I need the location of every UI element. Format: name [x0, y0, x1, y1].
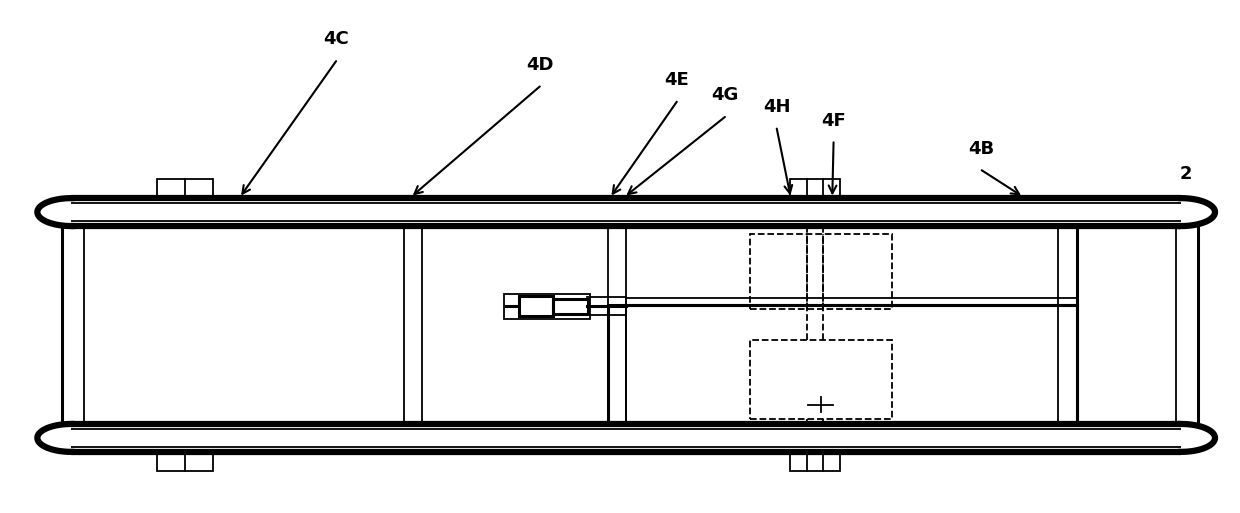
Text: 2: 2 [1179, 165, 1192, 183]
Bar [750, 340, 892, 419]
Text: 4C: 4C [324, 30, 348, 48]
Bar [750, 233, 892, 309]
Bar [518, 296, 553, 317]
Bar [157, 452, 212, 471]
Bar [790, 452, 839, 471]
Bar [790, 179, 839, 198]
Bar [553, 299, 588, 314]
Text: 4G: 4G [712, 86, 739, 104]
Text: 4F: 4F [821, 112, 846, 130]
Text: 4E: 4E [665, 71, 689, 89]
Bar [503, 293, 590, 319]
Text: 4D: 4D [526, 56, 553, 74]
Bar [608, 305, 1076, 424]
Text: 4B: 4B [968, 140, 994, 157]
Bar [157, 179, 212, 198]
Text: 4H: 4H [763, 98, 791, 116]
